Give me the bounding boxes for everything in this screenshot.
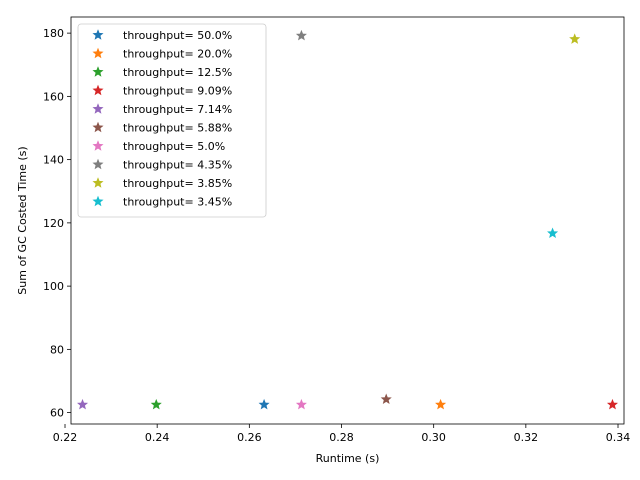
- legend-label: throughput= 50.0%: [123, 29, 232, 42]
- legend-marker: [92, 177, 104, 188]
- legend-label: throughput= 20.0%: [123, 48, 232, 61]
- data-point-2-0: [150, 398, 162, 410]
- data-point-9-0: [547, 227, 559, 239]
- y-axis-title: Sum of GC Costed Time (s): [16, 146, 29, 294]
- x-tick-label: 0.28: [329, 431, 354, 444]
- x-tick-label: 0.22: [53, 431, 78, 444]
- x-tick-label: 0.26: [237, 431, 262, 444]
- x-tick-label: 0.34: [606, 431, 631, 444]
- data-point-4-0: [77, 398, 89, 410]
- x-tick-label: 0.32: [514, 431, 539, 444]
- y-tick-label: 120: [43, 217, 64, 230]
- legend-marker: [92, 195, 104, 207]
- legend-label: throughput= 12.5%: [123, 66, 232, 79]
- legend-marker: [92, 158, 104, 170]
- legend-label: throughput= 5.88%: [123, 122, 232, 135]
- legend-box: [77, 23, 267, 218]
- legend-marker: [92, 140, 104, 151]
- data-point-6-0: [295, 398, 307, 410]
- legend-marker: [92, 121, 104, 133]
- y-tick-label: 140: [43, 154, 64, 167]
- legend-marker: [92, 29, 104, 40]
- y-tick-label: 80: [50, 343, 64, 356]
- legend: throughput= 50.0% throughput= 20.0% throug…: [77, 23, 267, 218]
- legend-marker: [92, 66, 104, 77]
- legend-label: throughput= 5.0%: [123, 140, 225, 153]
- data-points: [77, 29, 618, 410]
- data-point-8-0: [569, 33, 581, 44]
- legend-marker: [92, 103, 104, 114]
- x-tick-label: 0.30: [421, 431, 446, 444]
- legend-label: throughput= 9.09%: [123, 85, 232, 98]
- data-point-7-0: [295, 29, 307, 41]
- data-point-5-0: [380, 393, 392, 405]
- legend-marker: [92, 47, 104, 59]
- y-tick-label: 160: [43, 90, 64, 103]
- x-tick-label: 0.24: [145, 431, 170, 444]
- legend-label: throughput= 3.85%: [123, 177, 232, 190]
- axes: 0.22 0.24 0.26 0.28 0.30 0.32 0.34 60 80 100 120 14…: [43, 16, 631, 444]
- legend-label: throughput= 4.35%: [123, 159, 232, 172]
- plot-frame: [70, 16, 625, 425]
- legend-marker: [92, 84, 104, 96]
- legend-label: throughput= 3.45%: [123, 196, 232, 209]
- y-tick-label: 180: [43, 27, 64, 40]
- data-point-3-0: [606, 398, 618, 410]
- x-axis-title: Runtime (s): [316, 452, 380, 465]
- legend-label: throughput= 7.14%: [123, 103, 232, 116]
- y-tick-label: 60: [50, 407, 64, 420]
- y-tick-label: 100: [43, 280, 64, 293]
- data-point-0-0: [258, 398, 270, 410]
- data-point-1-0: [435, 398, 447, 410]
